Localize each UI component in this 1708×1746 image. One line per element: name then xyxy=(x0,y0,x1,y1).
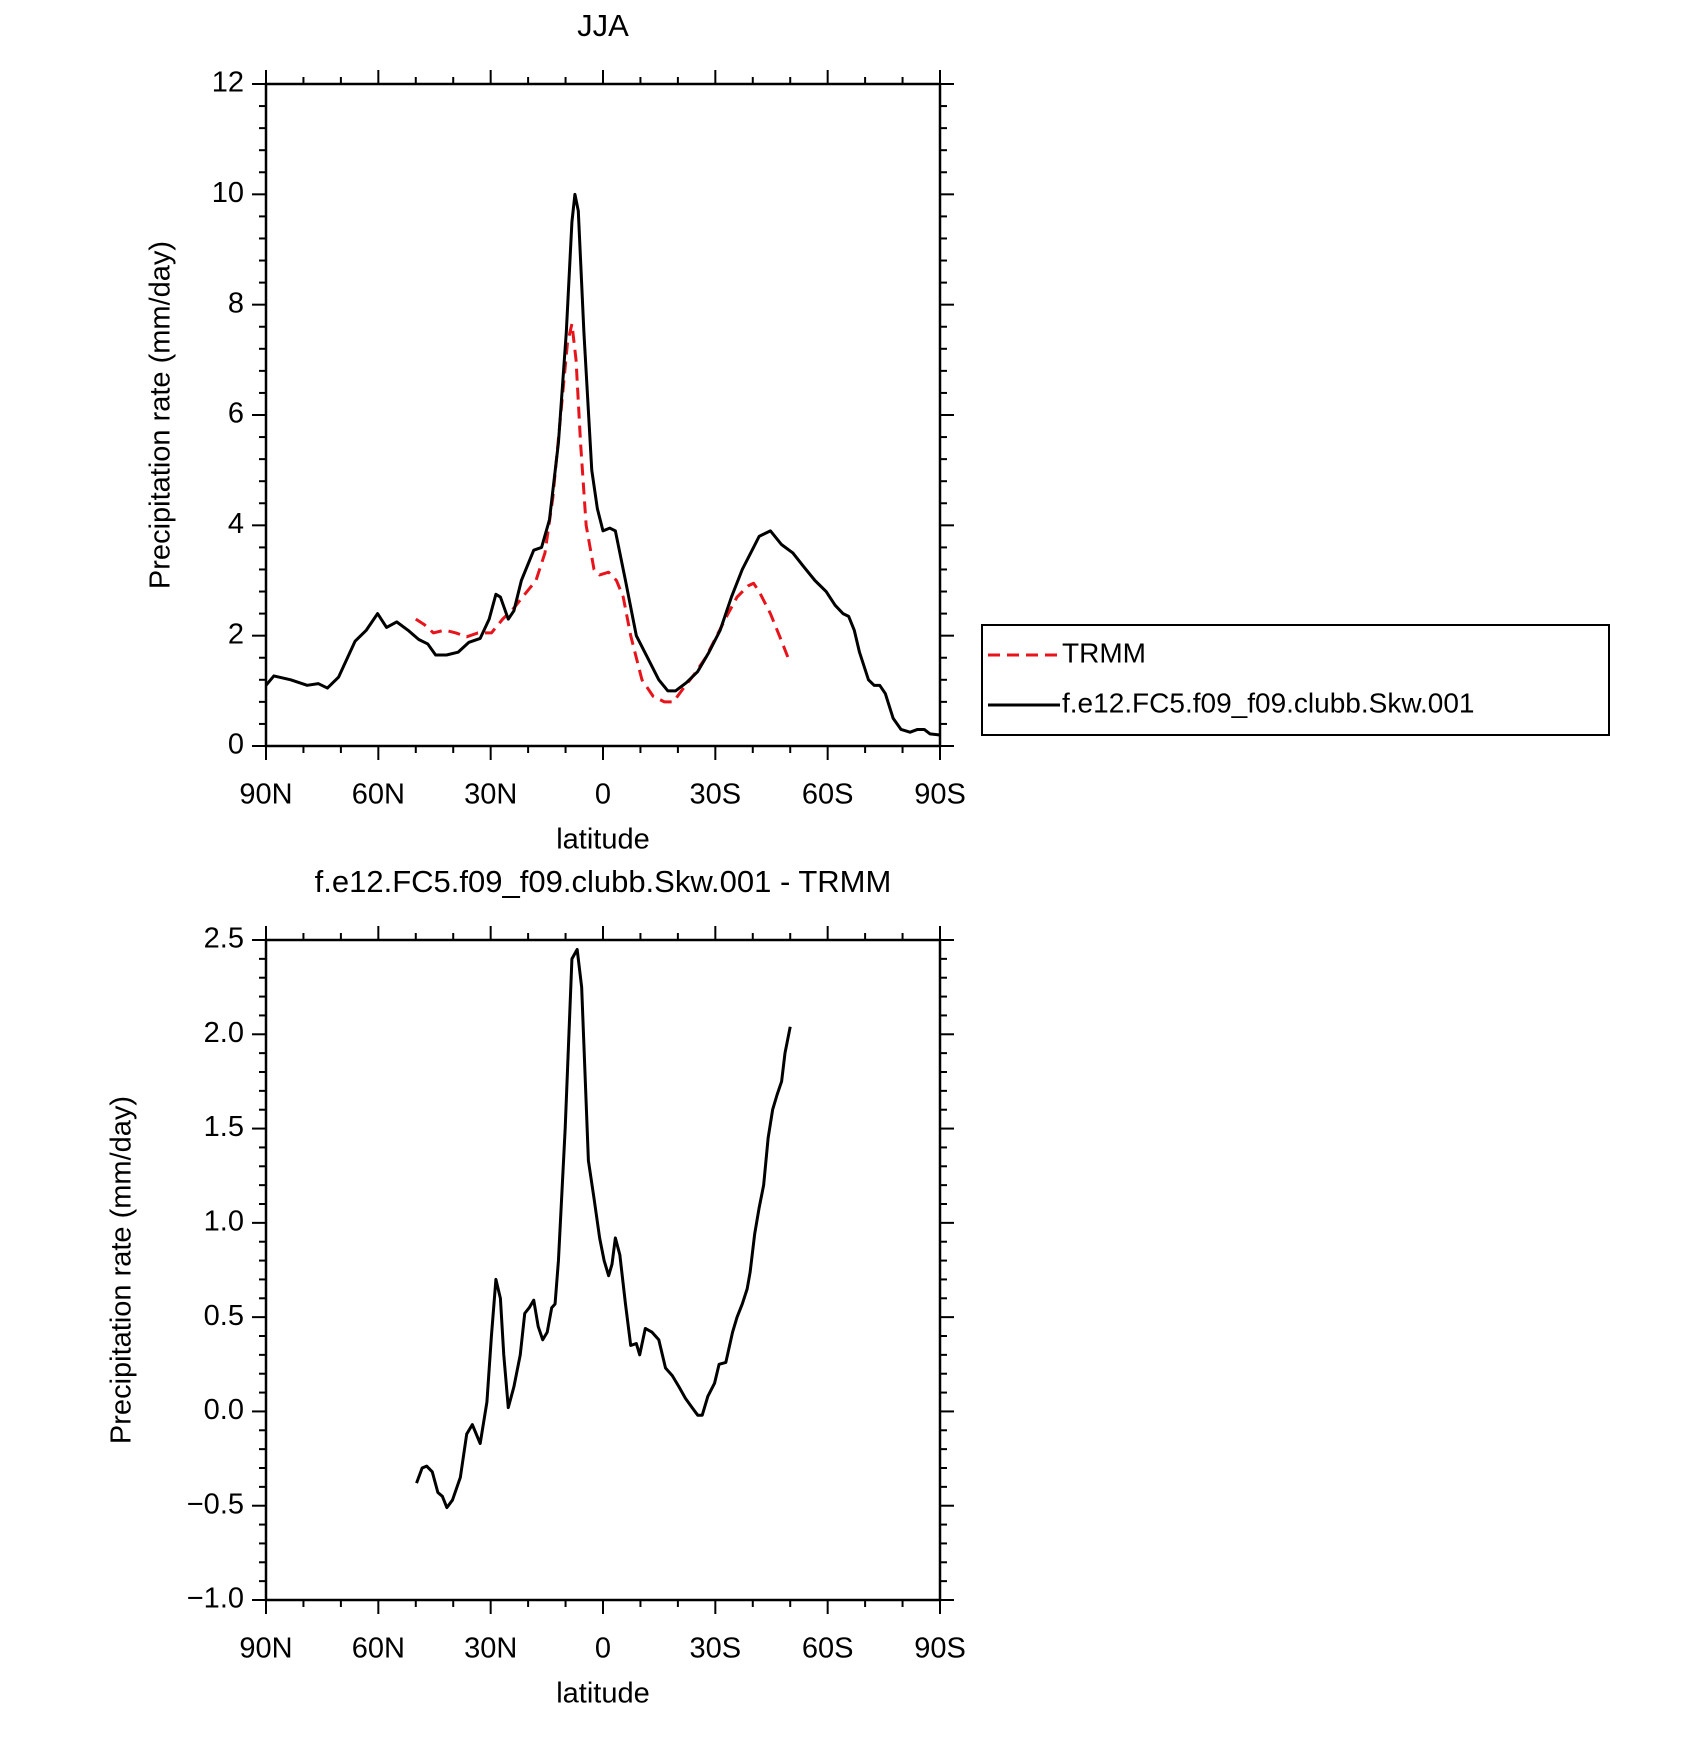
x-tick-label: 30N xyxy=(464,1633,517,1665)
y-tick-label: −1.0 xyxy=(187,1583,244,1615)
y-tick-label: 10 xyxy=(212,177,244,209)
x-tick-label: 60N xyxy=(352,779,405,811)
x-tick-label: 90N xyxy=(239,1633,292,1665)
y-tick-label: 2.0 xyxy=(204,1017,244,1049)
plot: 90N 60N 30N 0 30S 60S 90S −1.0 −0.5 0.0 0.5 1.0 1.5 2… xyxy=(106,864,966,1709)
x-axis-title: latitude xyxy=(556,824,650,856)
y-tick-label: 2.5 xyxy=(204,923,244,955)
data-line xyxy=(415,947,792,1510)
legend-label: TRMM xyxy=(1062,637,1146,668)
legend-box xyxy=(981,624,1610,736)
data-line xyxy=(414,322,792,704)
x-tick-label: 60S xyxy=(802,1633,854,1665)
y-tick-label: 1.0 xyxy=(204,1206,244,1238)
x-tick-label: 30S xyxy=(690,779,742,811)
y-tick-label: 0.0 xyxy=(204,1394,244,1426)
x-tick-label: 30S xyxy=(690,1633,742,1665)
y-axis-title: Precipitation rate (mm/day) xyxy=(145,241,177,589)
x-tick-label: 0 xyxy=(595,779,611,811)
x-tick-label: 60N xyxy=(352,1633,405,1665)
x-tick-label: 90N xyxy=(239,779,292,811)
legend-label: f.e12.FC5.f09_f09.clubb.Skw.001 xyxy=(1062,687,1475,718)
y-tick-label: 8 xyxy=(228,287,244,319)
y-tick-label: 1.5 xyxy=(204,1111,244,1143)
y-tick-label: 4 xyxy=(228,508,244,540)
y-tick-label: 0 xyxy=(228,729,244,761)
x-tick-label: 30N xyxy=(464,779,517,811)
x-tick-label: 0 xyxy=(595,1633,611,1665)
data-line xyxy=(264,192,941,737)
y-tick-label: −0.5 xyxy=(187,1488,244,1520)
plot-frame xyxy=(264,82,942,748)
y-axis-title: Precipitation rate (mm/day) xyxy=(106,1096,138,1444)
y-tick-label: 12 xyxy=(212,67,244,99)
x-axis-title: latitude xyxy=(556,1678,650,1710)
y-tick-label: 0.5 xyxy=(204,1300,244,1332)
x-tick-label: 60S xyxy=(802,779,854,811)
y-tick-label: 2 xyxy=(228,618,244,650)
y-tick-label: 6 xyxy=(228,398,244,430)
plot-frame xyxy=(264,938,942,1602)
chart-title: JJA xyxy=(577,8,629,43)
plot: 90N 60N 30N 0 30S 60S 90S 0 2 4 6 8 10 12 JJA latitude P… xyxy=(145,8,1610,856)
chart-title: f.e12.FC5.f09_f09.clubb.Skw.001 - TRMM xyxy=(315,864,892,899)
x-tick-label: 90S xyxy=(914,1633,966,1665)
x-tick-label: 90S xyxy=(914,779,966,811)
